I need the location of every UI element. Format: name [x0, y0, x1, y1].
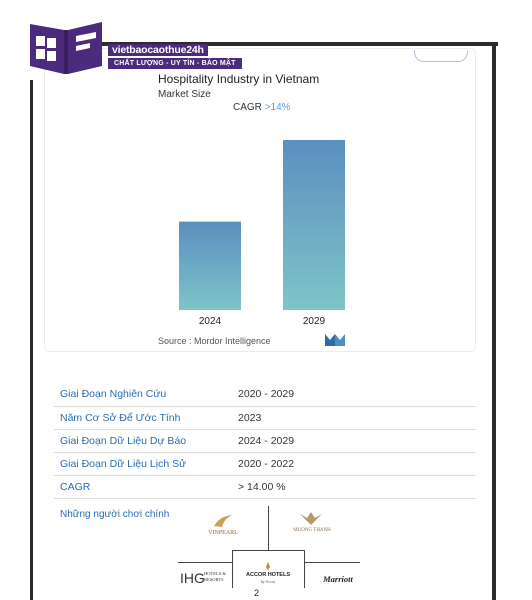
table-row: Năm Cơ Sở Để Ước Tính 2023 [54, 406, 476, 430]
vinpearl-logo-text: VINPEARL [208, 530, 238, 536]
key-players-label: Những người chơi chính [60, 509, 170, 520]
row-value: 2020 - 2022 [234, 452, 476, 476]
row-value: 2023 [234, 406, 476, 430]
x-tick-label: 2024 [199, 316, 222, 327]
chart-card [44, 48, 476, 352]
row-label: Giai Đoạn Dữ Liệu Lịch Sử [54, 452, 234, 476]
accor-logo-icon [266, 562, 270, 570]
ihg-logo-text: IHG [180, 570, 205, 586]
table-row: Giai Đoạn Dữ Liệu Lịch Sử 2020 - 2022 [54, 452, 476, 476]
bar-2024 [179, 221, 241, 310]
book-logo-icon [30, 22, 102, 74]
page-number: 2 [254, 588, 260, 598]
card-tab-button[interactable] [414, 50, 468, 62]
table-row: Giai Đoạn Nghiên Cứu 2020 - 2029 [54, 383, 476, 407]
mordor-intelligence-icon [325, 334, 345, 346]
row-value: 2020 - 2029 [234, 383, 476, 407]
market-size-chart: 2024 2029 [179, 140, 345, 327]
row-label: Giai Đoạn Dữ Liệu Dự Báo [54, 429, 234, 453]
bar-2029 [283, 140, 345, 310]
cagr-label: CAGR >14% [233, 102, 291, 113]
page-border-right [492, 42, 496, 600]
chart-title: Hospitality Industry in Vietnam [158, 72, 320, 86]
brand-tagline: CHẤT LƯỢNG - UY TÍN - BẢO MẬT [108, 58, 242, 69]
row-value: > 14.00 % [234, 475, 476, 499]
page-border-top [40, 42, 498, 46]
page-border-left [30, 80, 33, 600]
accor-logo-subtext: by Accor [260, 579, 276, 584]
grid-line [178, 562, 232, 563]
row-label: CAGR [54, 475, 234, 499]
ihg-logo-subtext: HOTELS & RESORTS [204, 571, 226, 582]
grid-line [304, 550, 305, 588]
muong-thanh-logo-icon [300, 512, 322, 525]
grid-line [232, 550, 304, 551]
marriott-logo-text: Marriott [323, 574, 353, 584]
vinpearl-logo-icon [214, 515, 232, 527]
grid-line [268, 506, 269, 550]
market-info-table: Giai Đoạn Nghiên Cứu 2020 - 2029 Năm Cơ Sở… [54, 383, 476, 499]
x-tick-label: 2029 [303, 316, 326, 327]
chart-source: Source : Mordor Intelligence [158, 336, 271, 346]
cagr-label-text: CAGR [233, 102, 262, 113]
chart-subtitle: Market Size [158, 89, 211, 100]
table-row: CAGR > 14.00 % [54, 475, 476, 499]
table-row: Giai Đoạn Dữ Liệu Dự Báo 2024 - 2029 [54, 429, 476, 453]
brand-name: vietbaocaothue24h [108, 44, 208, 56]
cagr-value: >14% [264, 102, 291, 113]
row-label: Giai Đoạn Nghiên Cứu [54, 383, 234, 407]
muong-thanh-logo-text: MUONG THANH [293, 528, 331, 533]
row-value: 2024 - 2029 [234, 429, 476, 453]
row-label: Năm Cơ Sở Để Ước Tính [54, 406, 234, 430]
grid-line [304, 562, 360, 563]
accor-logo-text: ACCOR HOTELS [246, 572, 290, 578]
grid-line [232, 550, 233, 588]
